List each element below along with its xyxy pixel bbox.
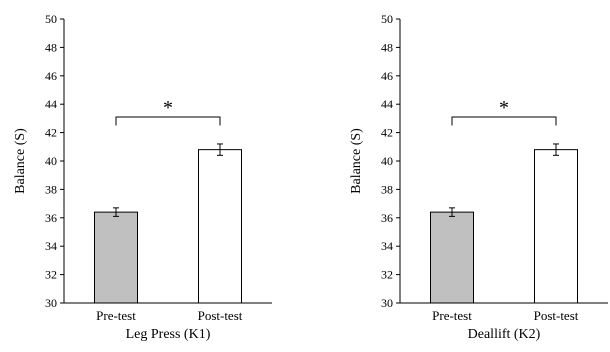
y-tick-label: 46 [381,69,393,83]
y-tick-label: 30 [381,296,393,310]
y-tick-label: 40 [381,154,393,168]
x-tick-label: Pre-test [432,308,472,323]
x-axis-title: Deallift (K2) [468,327,541,342]
y-tick-label: 46 [45,69,57,83]
y-tick-label: 40 [45,154,57,168]
y-axis-title: Balance (S) [13,128,28,194]
significance-bracket [451,116,557,126]
y-tick-label: 48 [45,40,57,54]
y-tick-label: 42 [381,126,393,140]
x-tick-label: Post-test [534,308,579,323]
bar-pre-test [430,211,474,304]
y-tick-label: 34 [381,239,393,253]
bar-pre-test [94,211,138,304]
y-axis-title: Balance (S) [349,128,364,194]
x-tick-label: Post-test [198,308,243,323]
significance-bracket [115,116,221,126]
y-tick-label: 34 [45,239,57,253]
y-tick-label: 30 [45,296,57,310]
y-tick-label: 50 [45,12,57,26]
chart-panel-deadlift: 30 32 34 36 38 40 42 44 46 48 50 Balance (S) Pre-tes… [349,12,608,342]
y-tick-label: 50 [381,12,393,26]
x-axis-title: Leg Press (K1) [126,327,211,342]
bar-post-test [534,149,578,304]
y-tick-label: 48 [381,40,393,54]
y-tick-label: 44 [45,97,57,111]
significance-marker: * [163,97,173,119]
x-tick-label: Pre-test [96,308,136,323]
chart-panel-leg-press: 30 32 34 36 38 40 42 44 46 48 50 Balance (S) Pre-tes… [13,12,272,342]
y-tick-label: 32 [381,268,393,282]
y-tick-label: 36 [381,211,393,225]
significance-marker: * [499,97,509,119]
y-tick-label: 36 [45,211,57,225]
y-tick-label: 38 [45,182,57,196]
y-tick-label: 38 [381,182,393,196]
y-tick-label: 42 [45,126,57,140]
y-tick-label: 44 [381,97,393,111]
bar-post-test [198,149,242,304]
y-tick-label: 32 [45,268,57,282]
